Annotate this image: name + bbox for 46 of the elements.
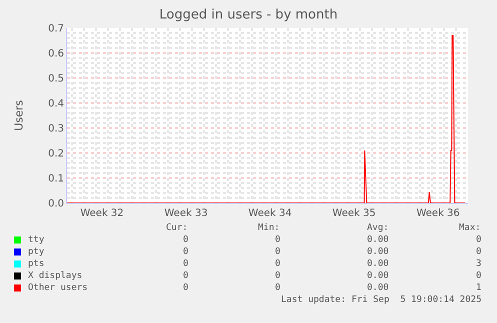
x-tick-label: Week 34 bbox=[248, 208, 292, 219]
legend-label: X displays bbox=[28, 271, 82, 281]
text: 1 bbox=[476, 283, 482, 293]
x-tick-label: Week 36 bbox=[416, 208, 460, 219]
line-series bbox=[67, 35, 466, 203]
y-tick-label: 0.3 bbox=[48, 124, 64, 134]
x-tick-label: Week 33 bbox=[164, 208, 208, 219]
text: 0 bbox=[275, 271, 280, 281]
text: 0.00 bbox=[367, 247, 389, 257]
text: Cur: bbox=[166, 223, 188, 233]
text: Max: bbox=[459, 223, 481, 233]
text: Last update: Fri Sep 5 19:00:14 2025 bbox=[281, 295, 482, 305]
text: 0 bbox=[183, 271, 188, 281]
text: 0 bbox=[183, 259, 188, 269]
y-tick-label: 0.4 bbox=[48, 98, 64, 110]
chart-title: Logged in users - by month bbox=[159, 8, 338, 23]
text: Min: bbox=[258, 223, 280, 233]
y-tick-label: 0.5 bbox=[48, 74, 64, 84]
y-tick-label: 0.2 bbox=[48, 148, 64, 160]
y-tick-label: 0.0 bbox=[48, 198, 64, 210]
legend-label: pts bbox=[28, 259, 44, 269]
y-axis-title: Users bbox=[12, 100, 26, 131]
legend-label: tty bbox=[28, 235, 45, 245]
text: 0 bbox=[183, 283, 188, 293]
text: 0 bbox=[183, 247, 188, 257]
text: 0 bbox=[275, 283, 280, 293]
text: 0.00 bbox=[367, 283, 389, 293]
legend-label: pty bbox=[28, 247, 45, 257]
text: 0.00 bbox=[367, 271, 389, 281]
text: 0.00 bbox=[367, 259, 389, 269]
text: 0 bbox=[183, 235, 188, 245]
text: 0.00 bbox=[367, 235, 389, 245]
text: Avg: bbox=[367, 223, 389, 233]
x-tick-label: Week 32 bbox=[80, 208, 124, 219]
text: 0 bbox=[275, 247, 280, 257]
x-tick-label: Week 35 bbox=[332, 208, 376, 219]
y-tick-label: 0.7 bbox=[48, 24, 64, 34]
text: 0 bbox=[275, 235, 280, 245]
legend-label: Other users bbox=[28, 283, 88, 293]
text: 0 bbox=[476, 235, 482, 245]
text: 0 bbox=[476, 247, 482, 257]
text: 0 bbox=[275, 259, 280, 269]
text: 3 bbox=[476, 259, 482, 269]
y-tick-label: 0.6 bbox=[48, 48, 64, 60]
y-tick-label: 0.1 bbox=[48, 174, 64, 184]
text: 0 bbox=[476, 271, 482, 281]
